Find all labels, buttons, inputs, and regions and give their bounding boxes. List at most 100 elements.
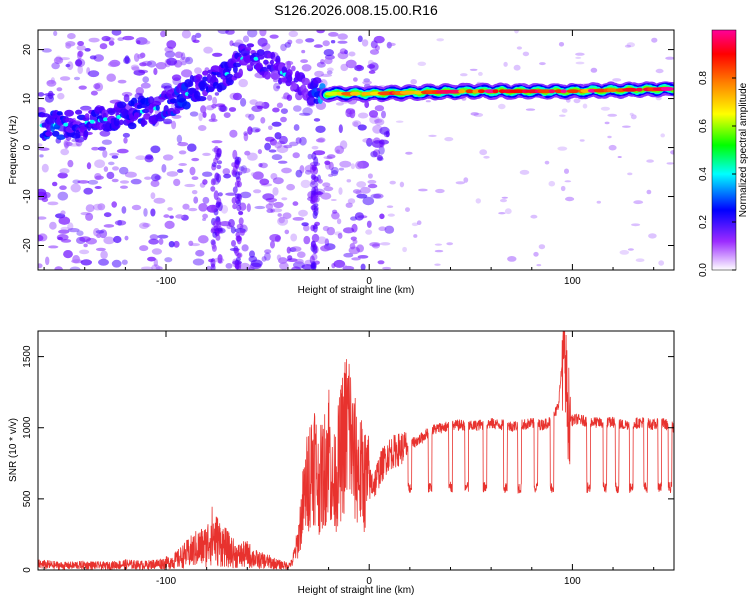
ridge-blob (133, 112, 140, 119)
noise-speckle (163, 154, 174, 161)
noise-speckle (77, 180, 90, 184)
x-tick-label: -100 (156, 276, 176, 287)
noise-speckle (651, 37, 658, 43)
noise-speckle (351, 223, 358, 233)
noise-speckle (67, 159, 74, 168)
noise-speckle (327, 67, 334, 72)
noise-speckle (284, 229, 290, 235)
ridge-hotspot (349, 91, 361, 96)
noise-speckle (279, 135, 288, 145)
noise-speckle (248, 113, 255, 121)
noise-speckle (660, 133, 665, 138)
noise-speckle (365, 229, 373, 235)
noise-speckle (273, 201, 284, 209)
noise-speckle (59, 57, 70, 61)
noise-speckle (80, 105, 92, 111)
ridge-hotspot (606, 88, 618, 93)
noise-speckle (295, 38, 304, 44)
noise-speckle (295, 137, 302, 144)
noise-speckle (202, 196, 210, 204)
y-tick-label: 10 (22, 93, 33, 105)
streak-blob (210, 239, 216, 246)
noise-speckle (176, 134, 183, 144)
ridge-hotspot (636, 87, 643, 92)
noise-speckle (173, 240, 180, 248)
noise-speckle (197, 235, 209, 244)
ridge-blob (292, 82, 298, 90)
noise-speckle (536, 264, 542, 267)
noise-speckle (280, 108, 288, 114)
ridge-blob (196, 96, 207, 102)
noise-speckle (271, 121, 282, 127)
ridge-blob (198, 80, 208, 90)
x-tick-label: -100 (156, 576, 176, 587)
noise-speckle (139, 245, 149, 252)
noise-speckle (103, 236, 115, 245)
noise-speckle (286, 246, 291, 254)
noise-speckle (337, 40, 348, 44)
noise-speckle (311, 145, 319, 150)
noise-speckle (106, 73, 116, 82)
noise-speckle (334, 145, 345, 155)
noise-speckle (217, 30, 229, 34)
noise-speckle (377, 260, 385, 265)
noise-speckle (303, 224, 310, 232)
noise-speckle (111, 178, 119, 183)
noise-speckle (192, 258, 205, 266)
noise-speckle (90, 90, 98, 96)
noise-speckle (294, 258, 304, 265)
noise-speckle (51, 62, 60, 70)
noise-speckle (138, 69, 149, 74)
noise-speckle (60, 226, 71, 231)
noise-speckle (86, 162, 92, 170)
y-tick-label: 20 (22, 44, 33, 56)
noise-speckle (328, 161, 334, 171)
snr-ylabel: SNR (10 * v/v) (8, 418, 19, 482)
noise-speckle (320, 245, 331, 252)
streak-blob (236, 205, 242, 212)
noise-speckle (96, 233, 102, 238)
noise-speckle (164, 50, 176, 58)
noise-speckle (144, 155, 154, 163)
ridge-blob (83, 129, 89, 138)
noise-speckle (131, 204, 142, 211)
noise-speckle (291, 266, 301, 270)
noise-speckle (163, 118, 173, 125)
noise-speckle (287, 39, 293, 45)
noise-speckle (519, 169, 530, 175)
noise-speckle (548, 180, 556, 187)
figure-title: S126.2026.008.15.00.R16 (274, 2, 438, 18)
noise-speckle (525, 108, 536, 111)
streak-blob (215, 201, 221, 208)
ridge-hotspot (413, 90, 424, 95)
noise-speckle (223, 173, 232, 179)
noise-speckle (418, 188, 428, 192)
noise-speckle (573, 98, 581, 104)
streak-blob (234, 156, 240, 165)
noise-speckle (103, 224, 115, 228)
ridge-blob (301, 77, 310, 86)
noise-speckle (322, 182, 331, 187)
noise-speckle (367, 179, 377, 184)
ridge-hotspot (458, 89, 466, 94)
noise-speckle (333, 259, 346, 268)
noise-speckle (225, 30, 235, 35)
ridge-blob (238, 68, 243, 78)
noise-speckle (355, 190, 362, 195)
streak-blob (236, 235, 241, 242)
noise-speckle (343, 252, 354, 258)
noise-speckle (121, 259, 128, 265)
noise-speckle (88, 70, 100, 78)
noise-speckle (188, 207, 198, 212)
colorbar-ticks: 0.0 0.2 0.4 0.6 0.8 (698, 71, 736, 277)
noise-speckle (411, 222, 419, 227)
y-tick-label: -20 (22, 238, 33, 253)
noise-speckle (316, 236, 327, 244)
noise-speckle (188, 240, 194, 246)
noise-speckle (349, 243, 356, 250)
noise-speckle (278, 216, 285, 224)
noise-speckle (384, 225, 395, 234)
noise-speckle (113, 235, 122, 244)
noise-speckle (297, 251, 306, 258)
